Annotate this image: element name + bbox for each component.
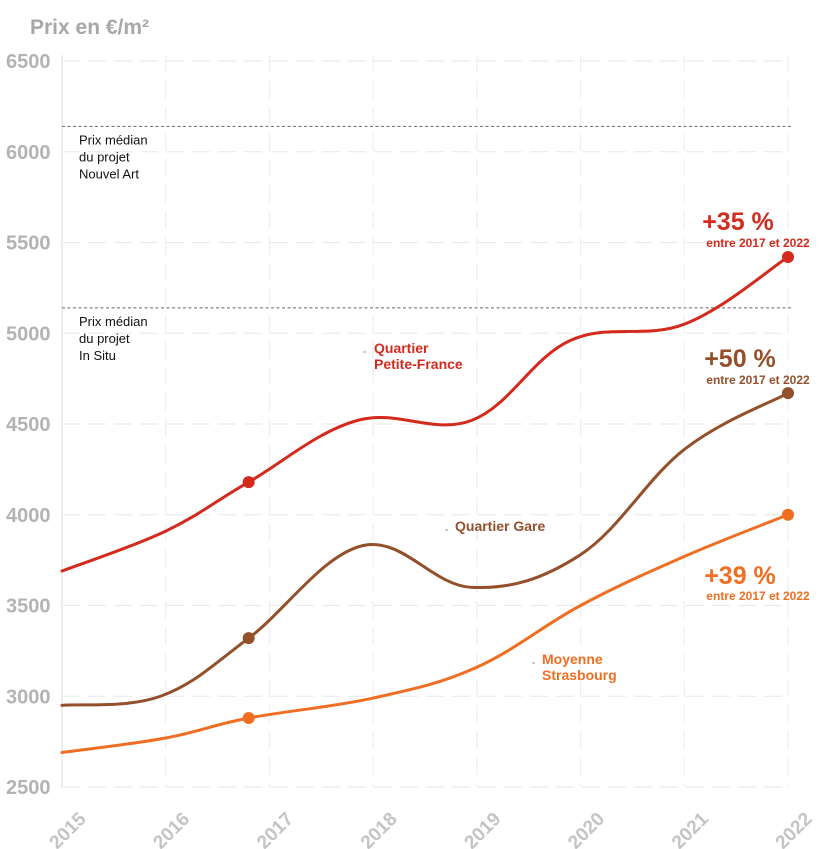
x-tick-label: 2022 <box>772 809 817 849</box>
series-line <box>60 391 790 707</box>
growth-value: +39 % <box>704 562 776 590</box>
growth-annotations: +35 %entre 2017 et 2022+50 %entre 2017 e… <box>702 208 810 603</box>
series-line <box>60 513 790 755</box>
y-tick-label: 6000 <box>6 142 51 164</box>
grid-lines <box>61 55 789 788</box>
reference-line-label: Nouvel Art <box>79 166 139 181</box>
x-tick-label: 2016 <box>149 809 194 849</box>
growth-value: +50 % <box>704 345 776 373</box>
series-label: Quartier <box>374 340 429 356</box>
reference-line-label: du projet <box>79 331 130 346</box>
growth-period: entre 2017 et 2022 <box>706 373 810 387</box>
x-axis-ticks: 2015 2016 2017 2018 2019 2020 2021 2022 <box>46 808 817 849</box>
series-group <box>60 251 794 755</box>
reference-line-label: Prix médian <box>79 314 148 329</box>
x-tick-label: 2015 <box>46 808 91 849</box>
x-tick-label: 2018 <box>357 809 402 849</box>
series-label: Quartier Gare <box>455 518 545 534</box>
growth-period: entre 2017 et 2022 <box>706 589 810 603</box>
x-tick-label: 2019 <box>461 809 506 849</box>
reference-line-label: Prix médian <box>79 132 148 147</box>
series-label: Moyenne <box>542 651 603 667</box>
growth-value: +35 % <box>702 208 774 236</box>
series-marker <box>782 251 794 264</box>
x-tick-label: 2017 <box>253 809 298 849</box>
y-tick-label: 3500 <box>6 596 51 618</box>
y-tick-label: 4000 <box>6 505 51 527</box>
y-tick-label: 2500 <box>6 777 51 799</box>
y-tick-label: 6500 <box>6 51 51 73</box>
y-tick-label: 3000 <box>6 686 51 708</box>
x-tick-label: 2021 <box>668 808 713 849</box>
series-line <box>60 255 790 573</box>
series-marker <box>782 508 794 521</box>
reference-line-label: In Situ <box>79 348 116 363</box>
series-label: Strasbourg <box>542 667 617 683</box>
y-tick-label: 5000 <box>6 323 51 345</box>
reference-line-label: du projet <box>79 149 130 164</box>
y-tick-label: 5500 <box>6 233 51 255</box>
series-marker <box>242 476 255 489</box>
series-label: Petite-France <box>374 356 463 372</box>
growth-period: entre 2017 et 2022 <box>706 236 810 250</box>
series-marker <box>242 712 255 725</box>
y-tick-label: 4500 <box>6 414 51 436</box>
reference-lines: Prix médian du projet Nouvel Art Prix média… <box>62 125 792 363</box>
y-axis-ticks: 2500 3000 3500 4000 4500 5000 5500 6000 6500 <box>6 51 51 799</box>
x-tick-label: 2020 <box>564 809 609 849</box>
series-marker <box>242 632 255 645</box>
series-marker <box>782 387 794 400</box>
y-axis-label: Prix en €/m² <box>30 16 149 39</box>
